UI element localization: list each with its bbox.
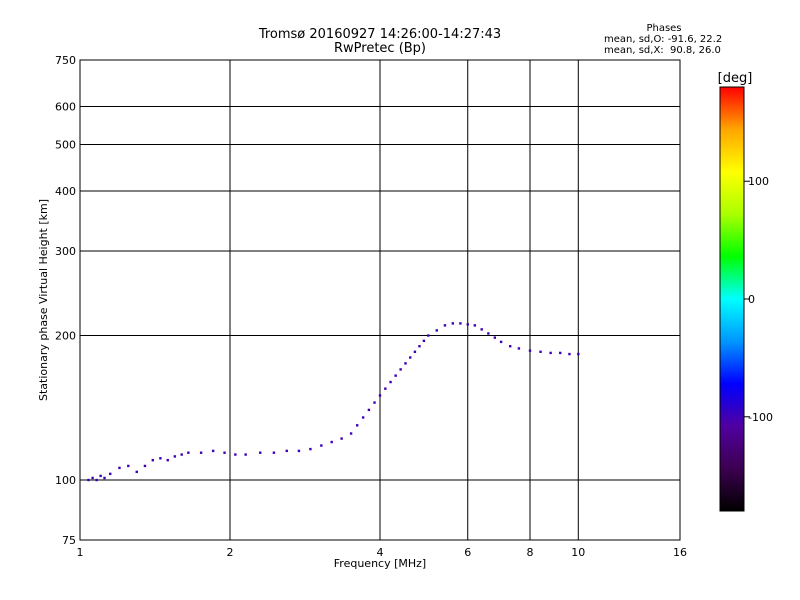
scatter-point	[451, 322, 455, 325]
scatter-point	[367, 408, 371, 412]
scatter-point	[373, 401, 376, 404]
scatter-point	[340, 437, 343, 440]
scatter-point	[508, 345, 512, 348]
x-tick-label: 16	[673, 546, 687, 559]
scatter-points	[87, 322, 580, 482]
scatter-point	[487, 332, 490, 335]
scatter-point	[211, 449, 215, 453]
y-tick-label: 200	[55, 330, 76, 343]
scatter-point	[389, 380, 392, 384]
x-tick-label: 4	[377, 546, 384, 559]
scatter-point	[95, 478, 98, 482]
legend-line-x: mean, sd,X: 90.8, 26.0	[604, 45, 721, 56]
scatter-point	[355, 424, 359, 427]
scatter-point	[259, 451, 262, 454]
x-tick-label: 1	[77, 546, 84, 559]
y-tick-label: 100	[55, 474, 76, 487]
scatter-point	[459, 322, 462, 325]
scatter-point	[399, 368, 402, 371]
x-tick-labels: 1 2 4 6 8 10 16	[77, 546, 688, 559]
scatter-point	[577, 352, 580, 356]
colorbar-tick-label: 0	[748, 293, 755, 306]
legend-line-o: mean, sd,O: -91.6, 22.2	[604, 34, 723, 45]
y-tick-label: 75	[62, 534, 76, 547]
chart-subtitle: RwPretec (Bp)	[333, 41, 427, 56]
y-tick-label: 500	[55, 139, 76, 152]
scatter-point	[103, 476, 106, 480]
scatter-point	[159, 457, 162, 460]
x-tick-label: 2	[227, 546, 234, 559]
scatter-point	[173, 455, 177, 458]
scatter-point	[223, 451, 226, 454]
scatter-point	[480, 328, 483, 331]
scatter-point	[127, 464, 130, 468]
x-tick-label: 8	[527, 546, 534, 559]
y-tick-label: 300	[55, 245, 76, 258]
scatter-point	[91, 476, 94, 480]
chart-title: Tromsø 20160927 14:26:00-14:27:43	[258, 27, 502, 42]
scatter-point	[473, 324, 477, 327]
scatter-point	[109, 472, 112, 476]
scatter-point	[361, 416, 365, 419]
scatter-point	[427, 334, 430, 337]
legend-title: Phases	[646, 23, 682, 34]
scatter-point	[297, 449, 301, 453]
scatter-point	[568, 352, 571, 356]
y-tick-label: 400	[55, 185, 76, 198]
scatter-point	[549, 351, 552, 355]
scatter-point	[118, 466, 121, 470]
scatter-point	[244, 453, 247, 456]
y-tick-labels: 75 100 200 300 400 500 600 750	[55, 54, 76, 547]
colorbar-tick-label: -100	[748, 411, 773, 424]
scatter-point	[272, 451, 276, 454]
scatter-point	[466, 323, 469, 326]
y-tick-label: 600	[55, 101, 76, 114]
scatter-point	[443, 324, 447, 327]
scatter-point	[320, 444, 323, 447]
scatter-point	[87, 478, 90, 482]
scatter-point	[309, 447, 312, 451]
scatter-point	[413, 350, 417, 353]
colorbar-tick-label: 100	[748, 175, 769, 188]
grid	[80, 60, 680, 540]
scatter-point	[517, 347, 521, 350]
scatter-point	[559, 351, 562, 355]
scatter-point	[187, 451, 190, 454]
scatter-point	[528, 349, 532, 352]
colorbar-ticks: 100 0 -100	[744, 175, 773, 424]
x-tick-label: 6	[464, 546, 471, 559]
x-tick-label: 10	[571, 546, 585, 559]
scatter-point	[143, 464, 147, 468]
scatter-point	[422, 339, 426, 343]
scatter-point	[166, 458, 169, 462]
scatter-point	[404, 362, 407, 365]
colorbar	[719, 86, 745, 512]
scatter-point	[384, 387, 387, 390]
scatter-point	[330, 440, 333, 444]
scatter-point	[151, 458, 155, 462]
scatter-point	[285, 449, 288, 453]
scatter-point	[435, 329, 438, 332]
scatter-point	[349, 432, 353, 435]
scatter-point	[493, 336, 497, 339]
scatter-point	[378, 394, 382, 397]
scatter-point	[99, 474, 102, 478]
scatter-point	[394, 374, 397, 377]
scatter-point	[409, 356, 412, 359]
scatter-point	[135, 470, 138, 474]
scatter-point	[180, 453, 183, 456]
scatter-point	[234, 453, 237, 456]
scatter-point	[199, 451, 203, 454]
x-axis-label: Frequency [MHz]	[334, 557, 426, 570]
y-tick-label: 750	[55, 54, 76, 67]
scatter-point	[539, 350, 542, 353]
scatter-point	[499, 340, 503, 344]
scatter-point	[418, 345, 421, 348]
colorbar-label: [deg]	[718, 71, 753, 86]
y-axis-label: Stationary phase Virtual Height [km]	[37, 199, 50, 401]
